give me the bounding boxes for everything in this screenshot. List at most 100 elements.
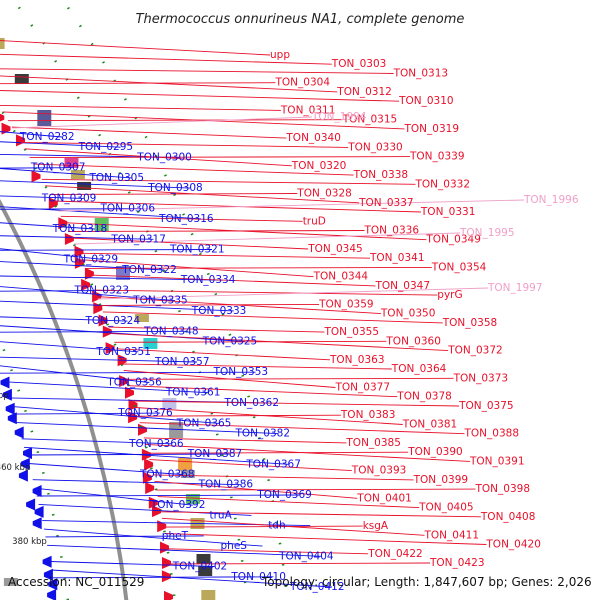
gene-label: TON_0335: [132, 295, 188, 307]
gene-label: TON_0311: [280, 104, 336, 116]
leader-line: [47, 544, 322, 557]
gene-label: TON_0282: [19, 131, 75, 143]
gene-label: TON_0341: [369, 252, 425, 264]
leader-line: [145, 443, 471, 462]
rna-leader-line: [73, 232, 461, 245]
gene-label: TON_0367: [245, 458, 301, 470]
gene-label: TON_0387: [187, 448, 243, 460]
annotation-block: [198, 566, 213, 576]
leader-line: [102, 311, 443, 324]
annotation-block: [3, 578, 18, 586]
gene-label: TON_0377: [335, 382, 391, 394]
leader-line: [84, 266, 432, 269]
annotation-block: [77, 182, 92, 190]
gene-label: TON_0310: [398, 95, 454, 107]
leader-line: [16, 422, 278, 435]
leader-line: [2, 111, 405, 130]
annotation-block: [64, 158, 79, 168]
gene-label: TON_0329: [63, 254, 119, 266]
gene-label: TON_0411: [424, 529, 480, 541]
gene-label: TON_0423: [429, 557, 485, 569]
gene-label: TON_0356: [106, 377, 162, 389]
gene-label: TON_0393: [351, 465, 407, 477]
plus-gene-arrow-65: [145, 482, 155, 494]
leader-line: [0, 356, 198, 363]
topology-text: Topology: circular; Length: 1,847,607 bp…: [261, 575, 592, 589]
leader-line: [108, 326, 325, 333]
scale-tick-label: 340 kbp: [0, 391, 9, 401]
gene-label: TON_0365: [176, 417, 232, 429]
gene-label: TON_0348: [143, 325, 199, 337]
gene-label: TON_0337: [358, 197, 414, 209]
gene-label: TON_0404: [278, 550, 334, 562]
genome-backbone-arc: [0, 198, 129, 600]
leader-line: [49, 193, 298, 195]
gene-label: TON_0388: [464, 428, 520, 440]
gene-label: TON_0319: [404, 123, 460, 135]
gene-label: TON_0349: [425, 234, 481, 246]
leader-line: [13, 412, 161, 415]
rna-gene-label: TON_1996: [523, 194, 579, 206]
leader-line: [0, 249, 213, 251]
leader-line: [0, 341, 139, 353]
leader-line: [68, 230, 365, 232]
minus-gene-arrow-75: [43, 568, 53, 581]
gene-label: TON_0357: [154, 356, 210, 368]
plus-gene-arrow-69: [152, 505, 161, 518]
plus-gene-arrow-21: [16, 134, 25, 147]
leader-line: [28, 463, 183, 475]
rna-leader-line: [12, 116, 313, 129]
minus-gene-arrow-56: [14, 426, 24, 439]
plus-gene-arrow-57: [138, 423, 147, 436]
leader-line: [29, 156, 411, 159]
gene-label: TON_0391: [469, 455, 525, 467]
leader-line: [160, 511, 481, 518]
leader-line: [49, 561, 215, 567]
leader-line: [163, 525, 363, 528]
gene-label: ksgA: [363, 520, 389, 532]
minus-gene-arrow-52: [5, 402, 15, 415]
leader-line: [26, 453, 230, 456]
gene-label: TON_0392: [150, 499, 206, 511]
leader-line: [87, 274, 376, 287]
gene-label: TON_0312: [336, 86, 392, 98]
gene-label: TON_0331: [420, 206, 476, 218]
gene-label: TON_0308: [147, 182, 203, 194]
gene-label: TON_0355: [324, 326, 380, 338]
leader-line: [0, 316, 128, 322]
leader-line: [0, 168, 132, 179]
leader-line: [0, 131, 63, 138]
gene-label: pheT: [162, 530, 189, 542]
gene-label: TON_0361: [165, 387, 221, 399]
annotation-block: [185, 494, 200, 504]
leader-line: [114, 340, 387, 343]
leader-line: [110, 333, 449, 352]
gene-label: TON_0383: [340, 409, 396, 421]
leader-line: [43, 528, 263, 547]
gene-label: TON_0339: [409, 151, 465, 163]
leader-line: [23, 446, 289, 465]
gene-label: TON_0318: [52, 223, 108, 235]
gene-label: TON_0405: [418, 502, 474, 514]
label-leader-lines: [0, 40, 525, 588]
minus-gene-arrow-58: [23, 447, 32, 460]
gene-label: TON_0305: [89, 172, 145, 184]
gene-label: TON_0351: [95, 346, 151, 358]
leader-line: [0, 167, 73, 169]
leader-line: [96, 296, 381, 315]
gene-label: TON_0323: [74, 284, 130, 296]
annotation-block: [180, 470, 195, 478]
gene-label: TON_0376: [117, 407, 173, 419]
plus-gene-arrow-72: [160, 541, 169, 554]
minus-gene-arrow-73: [42, 555, 52, 568]
gene-label: tdh: [268, 520, 285, 532]
gene-label: TON_0334: [180, 274, 236, 286]
gene-label: TON_0398: [475, 483, 531, 495]
rna-leader-line: [97, 287, 489, 300]
gene-label: TON_0382: [235, 428, 291, 440]
leader-line: [0, 275, 223, 281]
rna-gene-label: TON_1995: [459, 227, 515, 239]
gene-label: TON_0316: [158, 213, 214, 225]
